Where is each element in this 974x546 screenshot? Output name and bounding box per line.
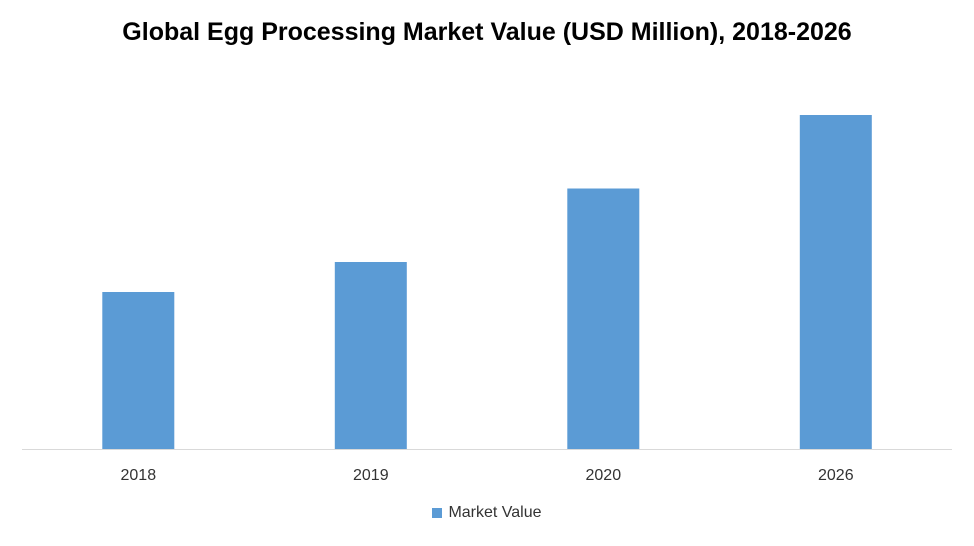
legend: Market Value bbox=[0, 504, 974, 522]
bar-2020 bbox=[567, 188, 640, 449]
x-tick-label-2020: 2020 bbox=[586, 467, 622, 484]
chart-title: Global Egg Processing Market Value (USD … bbox=[122, 18, 852, 46]
bar-2019 bbox=[334, 262, 407, 449]
legend-swatch bbox=[432, 508, 443, 518]
x-tick-label-2018: 2018 bbox=[121, 467, 157, 484]
x-tick-label-2026: 2026 bbox=[818, 467, 854, 484]
x-tick-label-2019: 2019 bbox=[353, 467, 389, 484]
x-tick-labels: 2018 2019 2020 2026 bbox=[121, 467, 854, 484]
bar-2018 bbox=[102, 292, 175, 449]
legend-label: Market Value bbox=[448, 504, 542, 521]
bars-layer bbox=[102, 115, 872, 449]
bar-2026 bbox=[799, 115, 872, 449]
